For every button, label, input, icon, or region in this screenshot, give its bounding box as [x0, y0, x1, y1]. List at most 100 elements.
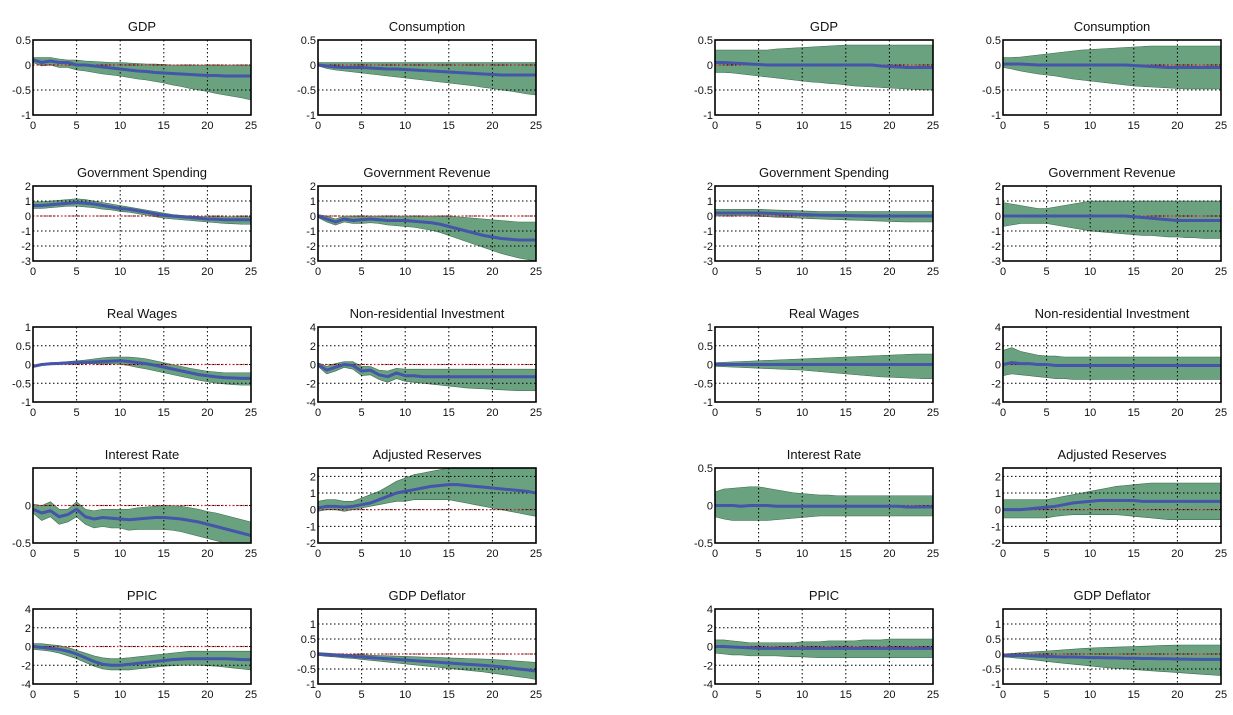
panel-1-ytick-label: -0.5: [12, 85, 31, 97]
panel-11-ytick-label: 0.5: [698, 341, 713, 353]
panel-19-ytick-label: 0: [707, 642, 713, 654]
panel-15-xtick-label: 20: [883, 548, 895, 560]
panel-11-xtick-label: 0: [712, 407, 718, 419]
panel-6-xtick-label: 0: [315, 266, 321, 278]
panel-17-ytick-label: -2: [21, 660, 31, 672]
panel-11-plot-area: [715, 327, 933, 402]
panel-3-xtick-label: 20: [883, 120, 895, 132]
panel-7-ytick-label: -3: [703, 256, 713, 268]
panel-20-frame: [1002, 608, 1222, 685]
panel-2-frame: [317, 39, 537, 116]
panel-13-xtick-label: 20: [201, 548, 213, 560]
panel-11-ytick-label: 1: [707, 322, 713, 334]
panel-16-xtick-label: 0: [1000, 548, 1006, 560]
panel-4-ytick-label: 0.5: [986, 35, 1001, 47]
panel-17-confidence-band: [33, 643, 251, 671]
panel-7-plot-area: [715, 186, 933, 261]
panel-17-xtick-label: 10: [114, 689, 126, 701]
panel-11-frame: [714, 326, 934, 403]
panel-16-xtick-label: 10: [1084, 548, 1096, 560]
panel-16-plot-area: [1003, 468, 1221, 543]
panel-4-xtick-label: 5: [1044, 120, 1050, 132]
panel-8-ytick-label: -1: [991, 226, 1001, 238]
panel-7-ytick-label: 1: [707, 196, 713, 208]
panel-14-xtick-label: 5: [359, 548, 365, 560]
panel-9-xtick-label: 10: [114, 407, 126, 419]
panel-15-xtick-label: 25: [927, 548, 939, 560]
panel-1-plot-area: [33, 40, 251, 115]
panel-20-ytick-label: 0.5: [986, 634, 1001, 646]
panel-2-title: Consumption: [389, 19, 466, 34]
panel-2-xtick-label: 20: [486, 120, 498, 132]
panel-13-confidence-band: [33, 501, 251, 543]
panel-15-xtick-label: 5: [756, 548, 762, 560]
panel-6-ytick-label: 0: [310, 211, 316, 223]
panel-9: Real Wages 0 5 10 15 20 25 1 0.5 0 -0.5 -1: [12, 306, 257, 419]
panel-12-ytick-label: 4: [995, 322, 1001, 334]
panel-11-ytick-label: 0: [707, 360, 713, 372]
panel-9-ytick-label: -1: [21, 397, 31, 409]
panel-10-median-line: [318, 363, 536, 379]
panel-20-plot-area: [1003, 609, 1221, 684]
panel-17-xtick-label: 15: [158, 689, 170, 701]
panel-10-ytick-label: 2: [310, 341, 316, 353]
panel-18-frame: [317, 608, 537, 685]
panel-20-median-line: [1003, 654, 1221, 661]
panel-5-ytick-label: 2: [25, 181, 31, 193]
panel-6-ytick-label: 2: [310, 181, 316, 193]
panel-10-xtick-label: 20: [486, 407, 498, 419]
panel-20-xtick-label: 15: [1128, 689, 1140, 701]
panel-12-frame: [1002, 326, 1222, 403]
panel-6-xtick-label: 20: [486, 266, 498, 278]
panel-9-ytick-label: -0.5: [12, 378, 31, 390]
panel-4-xtick-label: 20: [1171, 120, 1183, 132]
panel-10-ytick-label: 0: [310, 360, 316, 372]
panel-7-title: Government Spending: [759, 165, 889, 180]
panel-5-ytick-label: -3: [21, 256, 31, 268]
panel-15-ytick-label: 0.5: [698, 463, 713, 475]
panel-8-frame: [1002, 185, 1222, 262]
panel-13-xtick-label: 5: [74, 548, 80, 560]
panel-20-xtick-label: 5: [1044, 689, 1050, 701]
panel-8-confidence-band: [1003, 200, 1221, 239]
panel-1-confidence-band: [33, 57, 251, 101]
panel-9-xtick-label: 20: [201, 407, 213, 419]
panel-7-xtick-label: 5: [756, 266, 762, 278]
panel-13-ytick-label: -0.5: [12, 538, 31, 550]
panel-4-xtick-label: 0: [1000, 120, 1006, 132]
panel-17-title: PPIC: [127, 588, 157, 603]
panel-9-median-line: [33, 359, 251, 380]
panel-18-xtick-label: 10: [399, 689, 411, 701]
panel-9-ytick-label: 1: [25, 322, 31, 334]
panel-7-xtick-label: 0: [712, 266, 718, 278]
panel-14-ytick-label: -2: [306, 538, 316, 550]
panel-11-xtick-label: 15: [840, 407, 852, 419]
panel-12-plot-area: [1003, 327, 1221, 402]
panel-6-ytick-label: -2: [306, 241, 316, 253]
panel-14-median-line: [318, 483, 536, 510]
panel-6-ytick-label: -1: [306, 226, 316, 238]
panel-12-xtick-label: 25: [1215, 407, 1227, 419]
panel-17-ytick-label: 2: [25, 623, 31, 635]
panel-19-xtick-label: 20: [883, 689, 895, 701]
panel-17-xtick-label: 0: [30, 689, 36, 701]
panel-15-ytick-label: 0: [707, 501, 713, 513]
panel-16-title: Adjusted Reserves: [1057, 447, 1167, 462]
panel-14-plot-area: [318, 468, 536, 543]
panel-6-ytick-label: -3: [306, 256, 316, 268]
panel-1-ytick-label: 0.5: [16, 35, 31, 47]
panel-12-xtick-label: 0: [1000, 407, 1006, 419]
panel-20-title: GDP Deflator: [1073, 588, 1151, 603]
panel-6-median-line: [318, 214, 536, 242]
panel-10-frame: [317, 326, 537, 403]
panel-14-ytick-label: -1: [306, 521, 316, 533]
panel-19-xtick-label: 5: [756, 689, 762, 701]
panel-19-ytick-label: -4: [703, 679, 713, 691]
panel-9-xtick-label: 5: [74, 407, 80, 419]
panel-14-confidence-band: [318, 468, 536, 517]
panel-6-frame: [317, 185, 537, 262]
